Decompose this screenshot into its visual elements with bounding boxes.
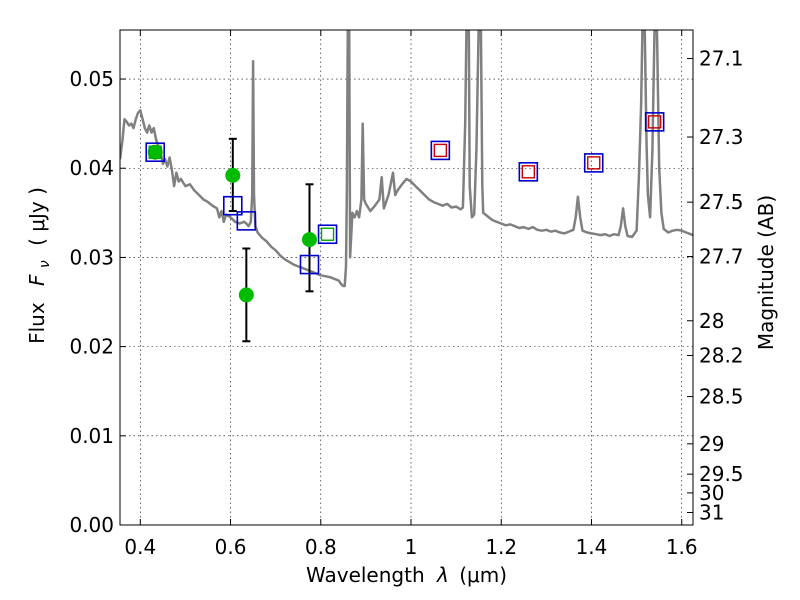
- y-tick-label: 0.03: [69, 245, 114, 269]
- y2-tick-label: 29.5: [699, 462, 744, 486]
- y-tick-label: 0.00: [69, 513, 114, 537]
- inner-photometry-square: [587, 156, 601, 170]
- x-tick-label: 0.4: [124, 535, 156, 559]
- x-tick-label: 1.4: [576, 535, 608, 559]
- x-axis-label: Wavelength λ (μm): [306, 563, 507, 587]
- y2-axis-label: Magnitude (AB): [754, 195, 778, 350]
- photometry-layer: [145, 112, 665, 343]
- y-tick-label: 0.01: [69, 424, 114, 448]
- y2-tick-label: 27.1: [699, 47, 744, 71]
- model-photometry-square: [299, 254, 320, 275]
- inner-photometry-square: [148, 145, 162, 159]
- model-photometry-square: [222, 195, 243, 216]
- x-tick-label: 0.8: [305, 535, 337, 559]
- observed-flux-point: [301, 232, 317, 248]
- y2-tick-label: 30: [699, 481, 724, 505]
- observed-flux-point: [225, 167, 241, 183]
- y-tick-label: 0.02: [69, 335, 114, 359]
- x-tick-label: 1.6: [666, 535, 698, 559]
- grid: [120, 30, 693, 525]
- model-photometry-square: [644, 112, 665, 132]
- model-sed-layer: [120, 30, 693, 288]
- y-tick-label: 0.05: [69, 67, 114, 91]
- y-axis-label: Flux F ν ( μJy ): [25, 187, 54, 344]
- observed-flux-point: [238, 287, 254, 303]
- model-photometry-square: [145, 142, 165, 162]
- inner-photometry-square: [647, 115, 662, 129]
- x-tick-label: 0.6: [215, 535, 247, 559]
- y2-tick-label: 28: [699, 309, 724, 333]
- observed-flux-point: [147, 144, 163, 160]
- inner-photometry-square: [521, 165, 536, 179]
- inner-photometry-square: [433, 143, 448, 158]
- y2-tick-label: 29: [699, 432, 724, 456]
- y-tick-label: 0.04: [69, 156, 114, 180]
- model-sed-line: [120, 30, 693, 288]
- y2-tick-label: 27.3: [699, 125, 744, 149]
- plot-frame: [119, 29, 694, 526]
- x-tick-label: 1: [405, 535, 418, 559]
- y2-tick-label: 28.5: [699, 385, 744, 409]
- y2-tick-label: 27.5: [699, 190, 744, 214]
- model-photometry-square: [317, 224, 338, 245]
- y2-tick-label: 27.7: [699, 245, 744, 269]
- axes: 0.4 0.6 0.8 1 1.2 1.4 1.6 0.00 0.01 0.02 0.03 0.04 0…: [69, 30, 744, 559]
- model-photometry-square: [583, 153, 604, 173]
- x-tick-label: 1.2: [485, 535, 517, 559]
- model-photometry-square: [236, 211, 257, 231]
- model-photometry-square: [430, 140, 451, 161]
- y2-tick-label: 28.2: [699, 344, 744, 368]
- inner-photometry-square: [320, 227, 335, 241]
- model-photometry-square: [518, 162, 539, 182]
- y2-tick-label: 31: [699, 501, 724, 525]
